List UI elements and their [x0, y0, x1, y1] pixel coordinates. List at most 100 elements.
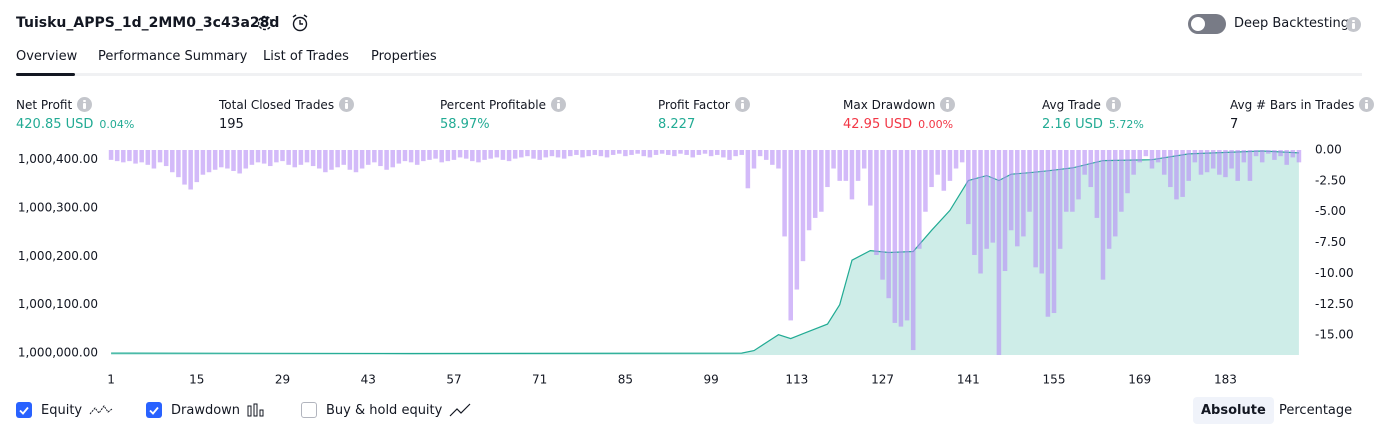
drawdown-bar: [1180, 150, 1185, 197]
stat-value: 420.85 USD 0.04%: [16, 117, 135, 132]
x-tick-label: 127: [871, 373, 894, 387]
stat-value: 8.227: [658, 117, 696, 132]
x-tick-label: 155: [1043, 373, 1066, 387]
x-tick-label: 1: [107, 373, 115, 387]
drawdown-bar: [874, 150, 879, 255]
drawdown-bar: [1204, 150, 1210, 173]
tab[interactable]: Properties: [371, 49, 437, 64]
drawdown-bar: [1008, 150, 1014, 231]
drawdown-bar: [617, 150, 622, 154]
drawdown-bar: [549, 150, 555, 157]
drawdown-bar: [1272, 150, 1277, 160]
info-icon[interactable]: [339, 97, 355, 112]
legend-item[interactable]: Drawdown: [146, 402, 268, 418]
drawdown-bar: [843, 150, 849, 181]
info-icon[interactable]: [1105, 97, 1121, 112]
stat-value: 2.16 USD 5.72%: [1042, 117, 1144, 132]
drawdown-bar: [1155, 150, 1161, 163]
drawdown-bar: [586, 150, 591, 157]
info-icon[interactable]: [940, 97, 956, 112]
drawdown-bar: [757, 150, 763, 157]
checkbox[interactable]: [146, 402, 162, 418]
deep-backtesting-toggle[interactable]: [1188, 14, 1226, 34]
drawdown-bar: [206, 150, 212, 173]
drawdown-bar: [359, 150, 365, 169]
legend-item[interactable]: Equity: [16, 402, 114, 418]
drawdown-bar: [941, 150, 947, 191]
drawdown-bar: [1186, 150, 1191, 181]
checkbox[interactable]: [16, 402, 32, 418]
tab[interactable]: Overview: [16, 49, 78, 64]
alert-icon[interactable]: [290, 13, 310, 33]
drawdown-bar: [157, 150, 163, 163]
drawdown-bar: [188, 150, 193, 190]
x-tick-label: 57: [446, 373, 461, 387]
drawdown-bar: [384, 150, 389, 170]
drawdown-bar: [414, 150, 420, 165]
drawdown-bar: [819, 150, 824, 212]
drawdown-bar: [341, 150, 347, 165]
drawdown-bar: [243, 150, 249, 169]
help-icon[interactable]: [1346, 17, 1361, 32]
drawdown-bar: [929, 150, 934, 188]
stat: Percent Profitable 58.97%: [440, 94, 566, 132]
active-tab-underline: [16, 73, 75, 76]
drawdown-bar: [684, 150, 689, 155]
drawdown-bar: [1063, 150, 1069, 212]
drawdown-bar: [1161, 150, 1167, 175]
drawdown-bar: [653, 150, 659, 155]
drawdown-bar: [365, 150, 371, 165]
legend-label: Equity: [41, 402, 83, 418]
stat-value: 195: [219, 117, 244, 132]
drawdown-bar: [1131, 150, 1136, 175]
drawdown-bar: [770, 150, 775, 165]
x-tick-label: 183: [1214, 373, 1237, 387]
drawdown-bar: [231, 150, 236, 171]
tab[interactable]: Performance Summary: [98, 49, 248, 64]
drawdown-bar: [880, 150, 885, 280]
drawdown-bar: [225, 150, 230, 169]
stat-label: Avg # Bars in Trades: [1230, 98, 1355, 112]
stat-label: Net Profit: [16, 98, 73, 112]
drawdown-bar: [182, 150, 187, 185]
y2-tick-label: -12.50: [1315, 297, 1354, 311]
tab[interactable]: List of Trades: [263, 49, 349, 64]
drawdown-bar: [659, 150, 665, 154]
x-tick-label: 71: [532, 373, 547, 387]
drawdown-bar: [525, 150, 530, 157]
drawdown-bar: [635, 150, 640, 154]
drawdown-bar: [286, 150, 291, 165]
drawdown-bar: [1082, 150, 1087, 175]
drawdown-bar: [898, 150, 904, 327]
drawdown-bar: [1290, 150, 1296, 158]
settings-icon[interactable]: [256, 14, 274, 32]
drawdown-bar: [237, 150, 242, 174]
info-icon[interactable]: [1359, 97, 1375, 112]
drawdown-bar: [427, 150, 432, 160]
drawdown-bar: [408, 150, 414, 163]
drawdown-bar: [1149, 150, 1155, 169]
legend-label: Drawdown: [171, 402, 241, 418]
view-button[interactable]: Absolute: [1193, 397, 1274, 424]
x-tick-label: 85: [618, 373, 633, 387]
info-icon[interactable]: [734, 97, 750, 112]
drawdown-bar: [1015, 150, 1020, 247]
drawdown-bar: [665, 150, 671, 155]
legend-item[interactable]: Buy & hold equity: [301, 402, 472, 418]
drawdown-bar: [396, 150, 402, 164]
drawdown-bar: [592, 150, 598, 155]
checkbox[interactable]: [301, 402, 317, 418]
drawdown-bar: [1235, 150, 1240, 181]
drawdown-bar: [1296, 150, 1302, 163]
y-tick-label: 1,000,200.00: [18, 249, 98, 263]
drawdown-bar: [1266, 150, 1271, 154]
drawdown-bar: [506, 150, 512, 162]
drawdown-bar: [794, 150, 800, 290]
drawdown-bar: [212, 150, 218, 170]
info-icon[interactable]: [77, 97, 93, 112]
drawdown-bar: [298, 150, 304, 165]
drawdown-bar: [402, 150, 408, 162]
info-icon[interactable]: [550, 97, 566, 112]
view-button[interactable]: Percentage: [1279, 403, 1353, 418]
